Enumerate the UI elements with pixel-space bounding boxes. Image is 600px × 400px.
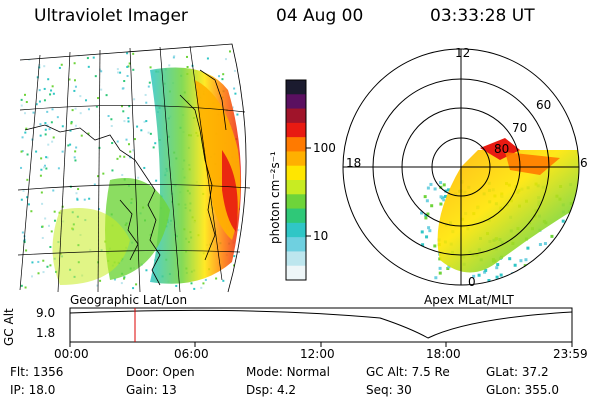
altitude-plot <box>69 307 573 347</box>
apex-label: Apex MLat/MLT <box>424 293 514 307</box>
colorbar-tick-100: 100 <box>313 141 336 155</box>
mlt-label-0: 0 <box>468 275 476 289</box>
altitude-ytick-low: 1.8 <box>36 326 56 340</box>
date-label: 04 Aug 00 <box>276 6 364 26</box>
altitude-ylabel: GC Alt <box>2 308 16 346</box>
mlt-label-12: 12 <box>455 46 471 60</box>
status-ip: IP: 18.0 <box>10 383 56 397</box>
status-glat: GLat: 37.2 <box>486 365 549 379</box>
lat-label-60: 60 <box>536 98 552 112</box>
mlt-label-6: 6 <box>580 156 588 170</box>
polar-plot <box>342 48 580 286</box>
xtick-0000: 00:00 <box>54 347 89 361</box>
status-glon: GLon: 355.0 <box>486 383 559 397</box>
status-flt: Flt: 1356 <box>10 365 64 379</box>
lat-label-70: 70 <box>512 121 528 135</box>
earth-limb <box>19 43 247 293</box>
status-gain: Gain: 13 <box>126 383 177 397</box>
altitude-curve <box>69 309 573 339</box>
status-mode: Mode: Normal <box>246 365 330 379</box>
geographic-image <box>20 50 242 290</box>
instrument-title: Ultraviolet Imager <box>34 6 188 26</box>
xtick-1200: 12:00 <box>300 347 335 361</box>
geographic-label: Geographic Lat/Lon <box>70 293 188 307</box>
xtick-0600: 06:00 <box>174 347 209 361</box>
status-gc-alt: GC Alt: 7.5 Re <box>366 365 450 379</box>
status-seq: Seq: 30 <box>366 383 412 397</box>
altitude-ytick-high: 9.0 <box>36 306 56 320</box>
status-dsp: Dsp: 4.2 <box>246 383 297 397</box>
status-door: Door: Open <box>126 365 195 379</box>
colorbar-tick-10: 10 <box>313 229 329 243</box>
time-label: 03:33:28 UT <box>430 6 535 26</box>
mlt-label-18: 18 <box>346 156 362 170</box>
xtick-2359: 23:59 <box>553 347 588 361</box>
colorbar-label: photon cm⁻²s⁻¹ <box>268 151 282 244</box>
colorbar <box>285 79 311 281</box>
coastlines <box>24 69 227 286</box>
lat-label-80: 80 <box>494 142 510 156</box>
xtick-1800: 18:00 <box>426 347 461 361</box>
